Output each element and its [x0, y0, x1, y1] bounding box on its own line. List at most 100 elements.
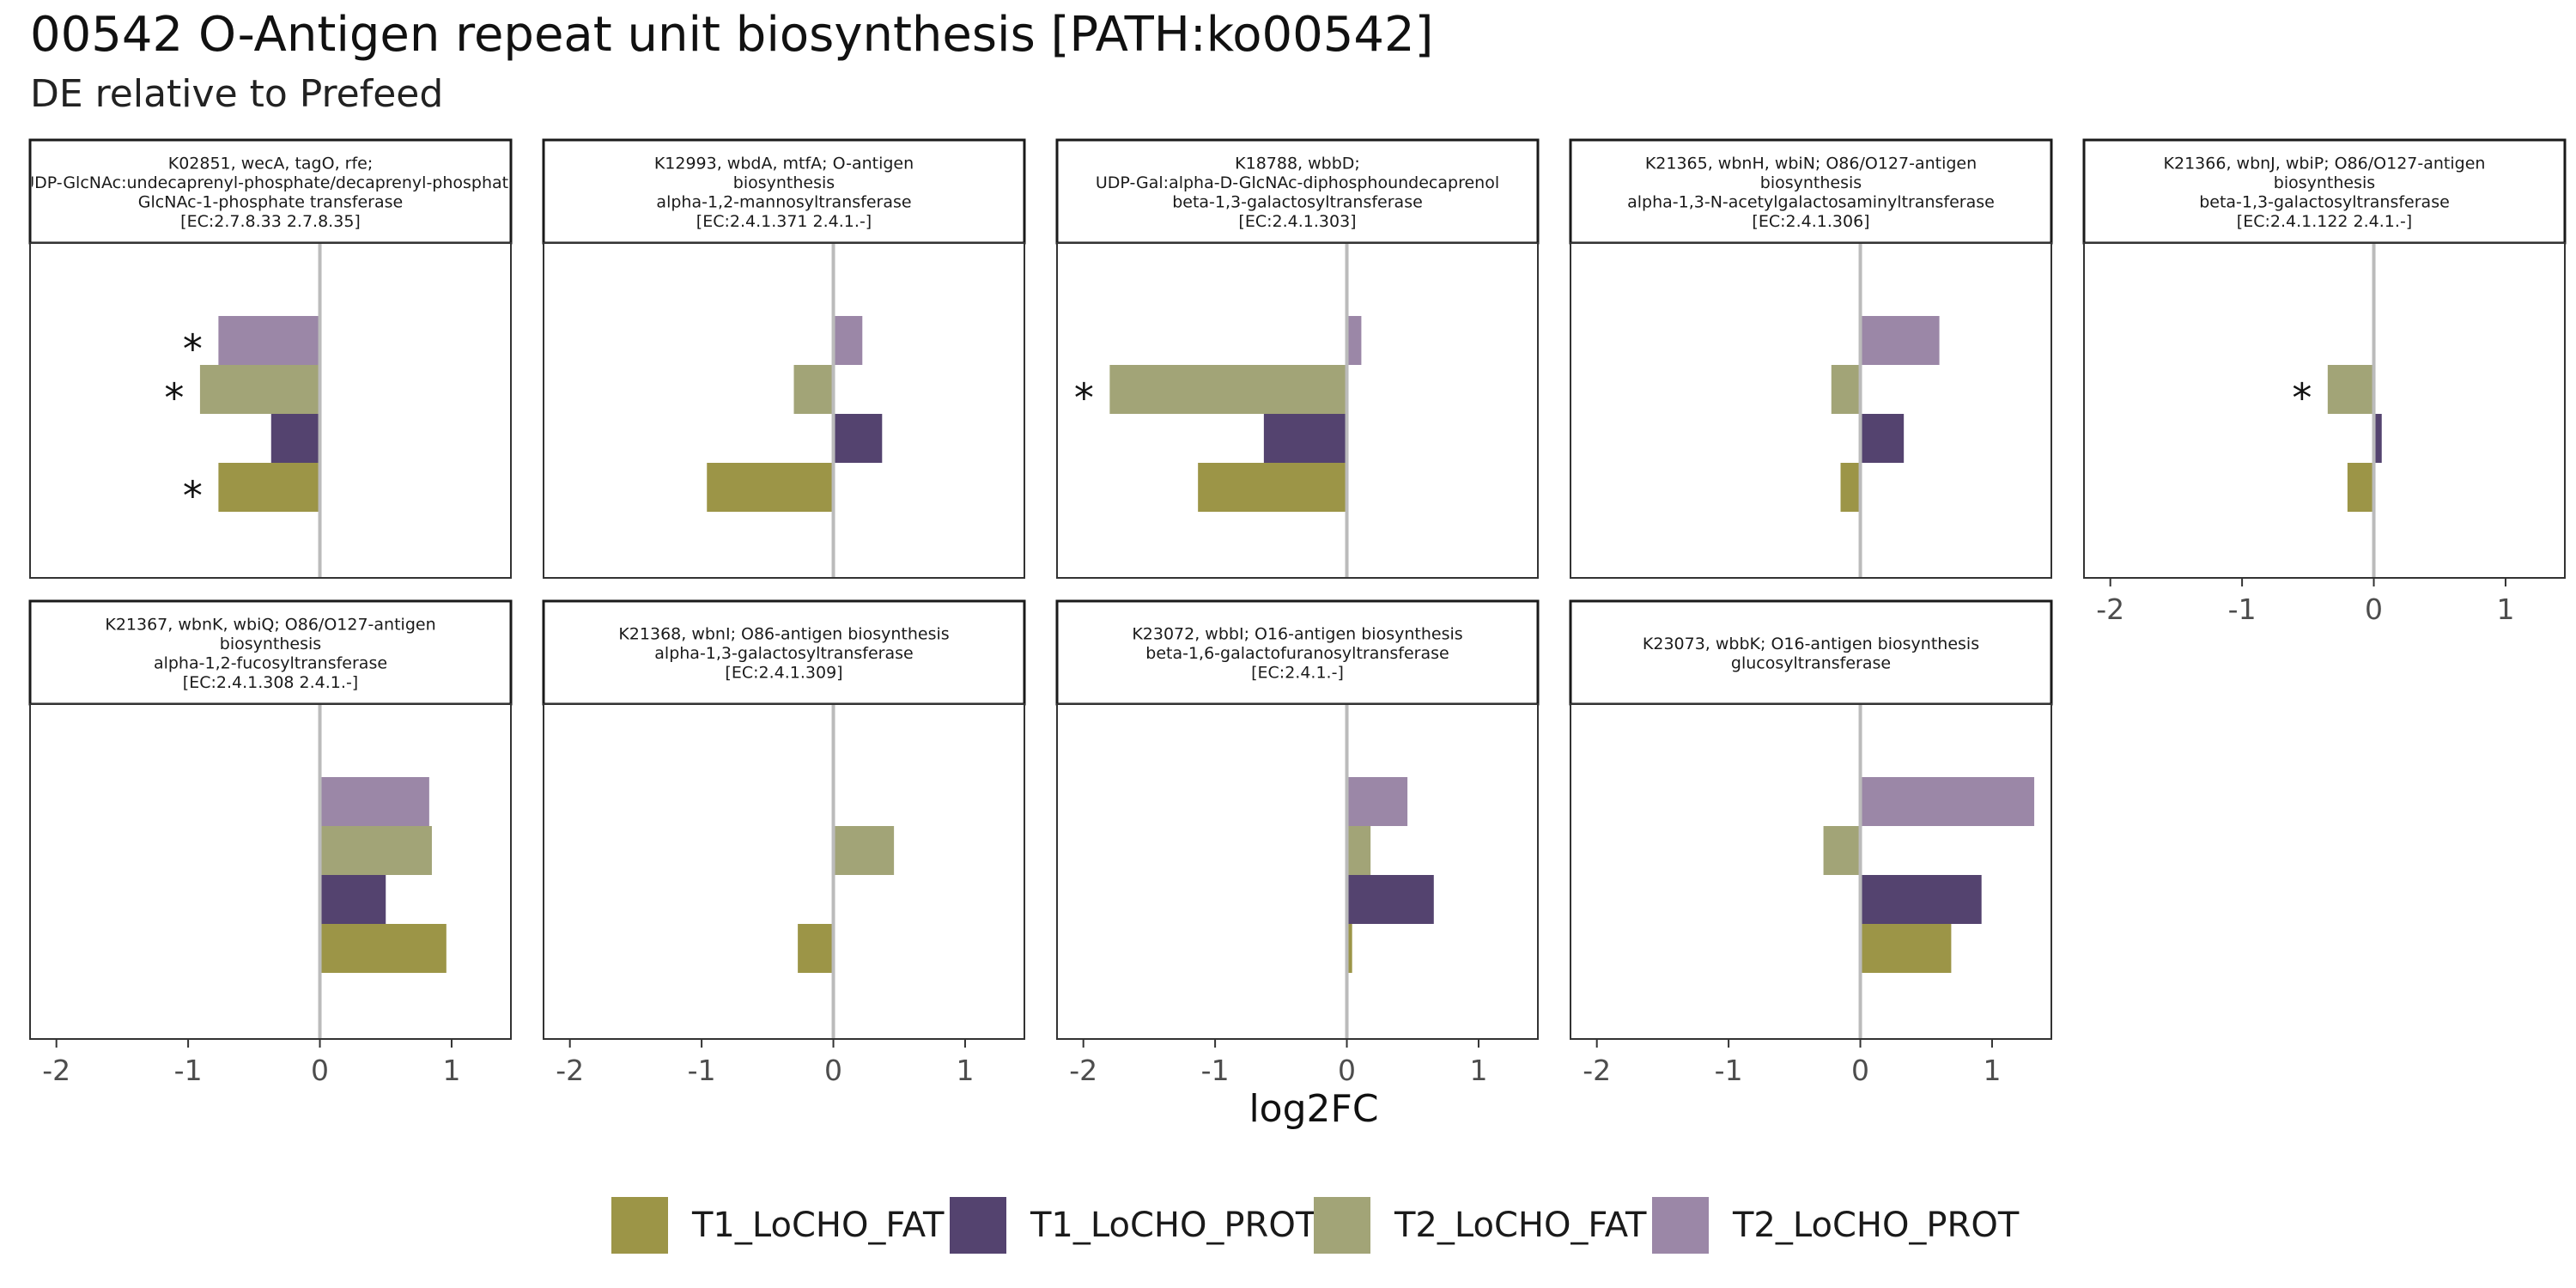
legend-swatch [1314, 1197, 1370, 1254]
strip-label-line: [EC:2.4.1.306] [1752, 212, 1869, 231]
plot-panel [1056, 703, 1539, 1040]
plot-panel [543, 703, 1025, 1040]
bar-T1_LoCHO_PROT [1346, 875, 1434, 924]
bar-T1_LoCHO_FAT [218, 463, 320, 512]
x-tick-label: 1 [2496, 592, 2514, 626]
facet-panel: K21366, wbnJ, wbiP; O86/O127-antigenbios… [2082, 138, 2567, 626]
x-tick-label: 0 [311, 1054, 329, 1087]
bar-T1_LoCHO_PROT [2373, 414, 2382, 463]
bar-T1_LoCHO_PROT [833, 414, 883, 463]
plot-panel [1570, 703, 2052, 1040]
strip-label-line: [EC:2.4.1.303] [1238, 212, 1356, 231]
bar-T1_LoCHO_FAT [1840, 463, 1861, 512]
bar-T1_LoCHO_PROT [1263, 414, 1347, 463]
x-tick-label: -2 [1583, 1054, 1611, 1087]
facet-strip-text: K18788, wbbD;UDP-Gal:alpha-D-GlcNAc-diph… [1096, 154, 1499, 231]
facet-panel: K21368, wbnI; O86-antigen biosynthesisal… [542, 599, 1026, 1087]
x-tick-label: -2 [1069, 1054, 1097, 1087]
facet-panel: K23072, wbbI; O16-antigen biosynthesisbe… [1055, 599, 1540, 1087]
strip-label-line: biosynthesis [2274, 173, 2375, 192]
bar-T2_LoCHO_FAT [1109, 365, 1347, 414]
facet-strip-text: K23072, wbbI; O16-antigen biosynthesisbe… [1132, 625, 1462, 683]
x-axis-title: log2FC [1249, 1087, 1378, 1131]
x-tick-label: -2 [556, 1054, 584, 1087]
facet-strip-text: K23073, wbbK; O16-antigen biosynthesisgl… [1643, 635, 1979, 673]
bar-T2_LoCHO_FAT [319, 826, 432, 875]
bar-T1_LoCHO_FAT [1346, 924, 1352, 973]
legend-swatch [1652, 1197, 1709, 1254]
x-tick-label: -1 [688, 1054, 716, 1087]
bar-T1_LoCHO_FAT [707, 463, 834, 512]
facet-strip [1055, 599, 1540, 706]
chart-title: 00542 O-Antigen repeat unit biosynthesis… [30, 7, 1434, 63]
facet-strip [2082, 138, 2567, 245]
facet-panel: K12993, wbdA, mtfA; O-antigenbiosynthesi… [542, 138, 1026, 579]
strip-label-line: UDP-GlcNAc:undecaprenyl-phosphate/decapr… [22, 173, 519, 192]
facet-strip [542, 138, 1026, 245]
strip-label-line: K21366, wbnJ, wbiP; O86/O127-antigen [2164, 154, 2486, 173]
facet-panel: K02851, wecA, tagO, rfe;UDP-GlcNAc:undec… [22, 138, 519, 579]
bar-T2_LoCHO_FAT [199, 365, 320, 414]
x-tick-label: -1 [174, 1054, 203, 1087]
bar-T1_LoCHO_PROT [1860, 875, 1982, 924]
strip-label-line: K21365, wbnH, wbiN; O86/O127-antigen [1645, 154, 1977, 173]
bar-T2_LoCHO_FAT [793, 365, 834, 414]
strip-label-line: [EC:2.4.1.122 2.4.1.-] [2237, 212, 2412, 231]
x-tick-label: -2 [2096, 592, 2124, 626]
faceted-bar-chart: K02851, wecA, tagO, rfe;UDP-GlcNAc:undec… [22, 138, 2567, 1131]
facet-strip-text: K02851, wecA, tagO, rfe;UDP-GlcNAc:undec… [22, 154, 519, 231]
strip-label-line: alpha-1,3-N-acetylgalactosaminyltransfer… [1627, 192, 1995, 211]
strip-label-line: alpha-1,2-mannosyltransferase [656, 192, 911, 211]
x-tick-label: 0 [1851, 1054, 1869, 1087]
strip-label-line: [EC:2.4.1.308 2.4.1.-] [183, 673, 358, 692]
facet-strip-text: K21367, wbnK, wbiQ; O86/O127-antigenbios… [105, 615, 435, 692]
strip-label-line: K21367, wbnK, wbiQ; O86/O127-antigen [105, 615, 435, 634]
legend: T1_LoCHO_FAT T1_LoCHO_PROT T2_LoCHO_FAT T2_… [0, 1183, 2576, 1269]
strip-label-line: alpha-1,3-galactosyltransferase [654, 644, 913, 663]
strip-label-line: UDP-Gal:alpha-D-GlcNAc-diphosphoundecapr… [1096, 173, 1499, 192]
bar-T2_LoCHO_PROT [1346, 777, 1408, 826]
strip-label-line: K02851, wecA, tagO, rfe; [168, 154, 374, 173]
bar-T1_LoCHO_FAT [2347, 463, 2374, 512]
strip-label-line: K21368, wbnI; O86-antigen biosynthesis [618, 625, 949, 644]
bar-T2_LoCHO_PROT [1860, 316, 1940, 365]
x-tick-label: 1 [442, 1054, 460, 1087]
strip-label-line: beta-1,3-galactosyltransferase [2199, 192, 2450, 211]
chart-subtitle: DE relative to Prefeed [30, 72, 444, 116]
legend-item: T1_LoCHO_FAT [611, 1197, 944, 1254]
strip-label-line: K18788, wbbD; [1235, 154, 1360, 173]
bar-T2_LoCHO_PROT [218, 316, 320, 365]
bar-T2_LoCHO_PROT [319, 777, 429, 826]
bar-T1_LoCHO_FAT [319, 924, 447, 973]
facet-strip-text: K12993, wbdA, mtfA; O-antigenbiosynthesi… [654, 154, 914, 231]
legend-label: T2_LoCHO_FAT [1394, 1206, 1647, 1245]
x-tick-label: 0 [2365, 592, 2383, 626]
x-tick-label: -1 [1201, 1054, 1230, 1087]
strip-label-line: beta-1,6-galactofuranosyltransferase [1145, 644, 1449, 663]
strip-label-line: biosynthesis [220, 635, 321, 653]
strip-label-line: alpha-1,2-fucosyltransferase [154, 653, 387, 672]
strip-label-line: GlcNAc-1-phosphate transferase [138, 192, 403, 211]
legend-item: T2_LoCHO_PROT [1652, 1197, 2019, 1254]
strip-label-line: [EC:2.7.8.33 2.7.8.35] [180, 212, 361, 231]
facet-panel: K21367, wbnK, wbiQ; O86/O127-antigenbios… [28, 599, 513, 1087]
plot-panel [2083, 242, 2566, 579]
facet-strip-text: K21366, wbnJ, wbiP; O86/O127-antigenbios… [2164, 154, 2486, 231]
significance-marker: * [1074, 375, 1094, 422]
strip-label-line: [EC:2.4.1.309] [725, 664, 842, 683]
bar-T1_LoCHO_FAT [1198, 463, 1347, 512]
bar-T2_LoCHO_PROT [1860, 777, 2035, 826]
significance-marker: * [164, 375, 184, 422]
strip-label-line: glucosyltransferase [1731, 653, 1891, 672]
legend-item: T2_LoCHO_FAT [1314, 1197, 1646, 1254]
facet-panel: K21365, wbnH, wbiN; O86/O127-antigenbios… [1569, 138, 2053, 579]
bar-T1_LoCHO_PROT [319, 875, 386, 924]
x-tick-label: 1 [1469, 1054, 1487, 1087]
strip-label-line: [EC:2.4.1.371 2.4.1.-] [696, 212, 872, 231]
x-tick-label: 0 [1338, 1054, 1356, 1087]
strip-label-line: [EC:2.4.1.-] [1251, 664, 1344, 683]
legend-swatch [611, 1197, 668, 1254]
legend-swatch [950, 1197, 1006, 1254]
facet-strip [28, 599, 513, 706]
x-tick-label: 1 [1983, 1054, 2001, 1087]
